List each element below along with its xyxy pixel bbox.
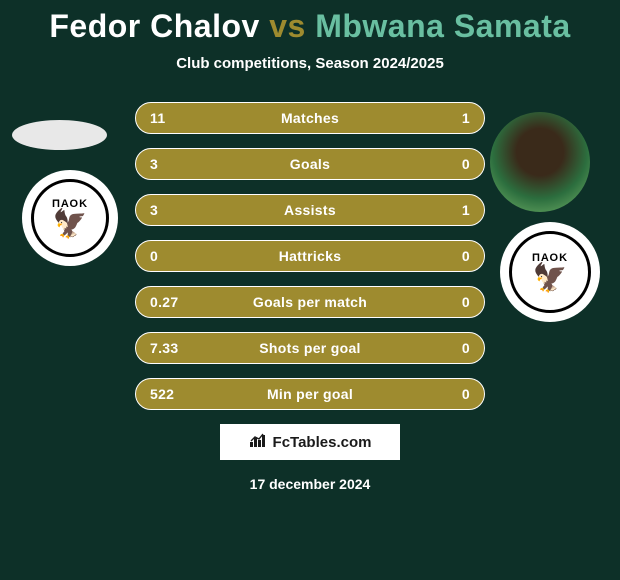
- stat-left-value: 0: [150, 248, 158, 264]
- comparison-title: Fedor Chalov vs Mbwana Samata: [0, 0, 620, 45]
- player1-club-logo: ΠΑΟΚ 🦅: [22, 170, 118, 266]
- stat-right-value: 0: [462, 294, 470, 310]
- fctables-text: FcTables.com: [273, 434, 372, 451]
- chart-icon: [249, 432, 267, 453]
- player1-photo: [12, 120, 107, 150]
- stat-left-value: 0.27: [150, 294, 178, 310]
- stat-left-value: 3: [150, 156, 158, 172]
- stat-label: Assists: [284, 202, 336, 218]
- player2-name: Mbwana Samata: [315, 8, 570, 44]
- date-text: 17 december 2024: [0, 476, 620, 492]
- stat-left-value: 11: [150, 110, 165, 126]
- fctables-badge: FcTables.com: [220, 424, 400, 460]
- subtitle: Club competitions, Season 2024/2025: [0, 55, 620, 72]
- stat-left-value: 3: [150, 202, 158, 218]
- player1-name: Fedor Chalov: [49, 8, 259, 44]
- stat-label: Shots per goal: [259, 340, 360, 356]
- player2-club-logo: ΠΑΟΚ 🦅: [500, 222, 600, 322]
- stat-left-value: 522: [150, 386, 174, 402]
- stat-right-value: 0: [462, 248, 470, 264]
- stat-row: 3 Assists 1: [135, 194, 485, 226]
- stat-label: Hattricks: [279, 248, 342, 264]
- stat-label: Goals per match: [253, 294, 367, 310]
- stat-left-value: 7.33: [150, 340, 178, 356]
- stat-label: Min per goal: [267, 386, 353, 402]
- stat-right-value: 0: [462, 386, 470, 402]
- club-eagle-icon: 🦅: [53, 210, 88, 238]
- stat-right-value: 1: [462, 110, 470, 126]
- stat-row: 3 Goals 0: [135, 148, 485, 180]
- club-eagle-icon: 🦅: [533, 264, 568, 292]
- stat-right-value: 0: [462, 340, 470, 356]
- stat-label: Matches: [281, 110, 339, 126]
- stat-label: Goals: [290, 156, 330, 172]
- vs-text: vs: [269, 8, 306, 44]
- stat-right-value: 1: [462, 202, 470, 218]
- stat-row: 11 Matches 1: [135, 102, 485, 134]
- stat-row: 0 Hattricks 0: [135, 240, 485, 272]
- player2-photo: [490, 112, 590, 212]
- stat-row: 522 Min per goal 0: [135, 378, 485, 410]
- stat-right-value: 0: [462, 156, 470, 172]
- stat-row: 0.27 Goals per match 0: [135, 286, 485, 318]
- stat-row: 7.33 Shots per goal 0: [135, 332, 485, 364]
